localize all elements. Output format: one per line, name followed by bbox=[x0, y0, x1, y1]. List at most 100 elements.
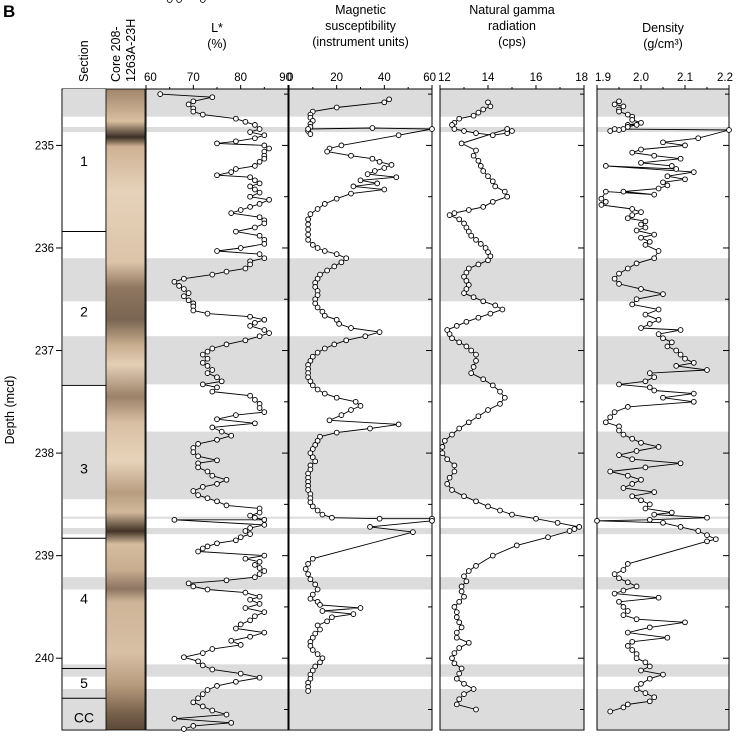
data-point bbox=[487, 310, 494, 317]
data-point bbox=[314, 206, 321, 212]
data-point bbox=[566, 528, 573, 534]
data-point bbox=[252, 319, 258, 326]
data-point bbox=[237, 534, 244, 541]
depth-axis-label: Depth (mcd) bbox=[3, 376, 17, 445]
data-point bbox=[458, 624, 465, 631]
data-point bbox=[598, 195, 605, 202]
data-point bbox=[624, 124, 631, 130]
data-point bbox=[607, 468, 614, 475]
data-point bbox=[485, 407, 491, 413]
data-point bbox=[307, 499, 314, 506]
data-point bbox=[477, 163, 484, 169]
data-point bbox=[633, 616, 640, 623]
data-point bbox=[324, 148, 330, 155]
series-line bbox=[596, 100, 730, 712]
data-point bbox=[247, 525, 253, 531]
data-point bbox=[309, 634, 316, 641]
data-point bbox=[439, 450, 446, 456]
data-point bbox=[461, 220, 467, 227]
data-point bbox=[256, 189, 263, 196]
data-point bbox=[333, 394, 340, 401]
core-column-header-line1: Core 208- bbox=[109, 26, 123, 82]
data-point bbox=[326, 417, 333, 424]
x-tick-label: 80 bbox=[234, 72, 247, 84]
data-point bbox=[677, 327, 684, 333]
data-point bbox=[690, 169, 697, 175]
data-point bbox=[223, 268, 230, 275]
data-point bbox=[497, 388, 503, 395]
data-point bbox=[473, 706, 479, 713]
data-point bbox=[305, 226, 311, 233]
data-point bbox=[611, 571, 618, 577]
data-point bbox=[352, 398, 359, 405]
data-point bbox=[620, 612, 627, 618]
data-point bbox=[633, 583, 640, 590]
data-point bbox=[624, 472, 631, 479]
shade-band bbox=[146, 431, 288, 500]
data-point bbox=[677, 524, 684, 530]
shade-band bbox=[289, 664, 432, 677]
data-point bbox=[480, 106, 487, 113]
data-point bbox=[247, 183, 253, 190]
data-point bbox=[252, 420, 258, 427]
section-column-header: Section bbox=[77, 40, 91, 82]
data-point bbox=[256, 509, 263, 516]
shade-band bbox=[146, 258, 288, 302]
data-point bbox=[256, 333, 263, 340]
data-point bbox=[655, 444, 662, 450]
data-point bbox=[485, 173, 491, 180]
data-point bbox=[642, 242, 649, 248]
data-point bbox=[475, 261, 482, 268]
data-point bbox=[190, 723, 197, 729]
data-point bbox=[312, 284, 319, 290]
data-point bbox=[199, 351, 206, 358]
depth-tick-label: 237 bbox=[35, 346, 54, 358]
data-point bbox=[646, 238, 653, 245]
data-point bbox=[319, 308, 326, 315]
panel-magsus: 0 20 40 60 Magnetic susceptibility (instrument… bbox=[287, 3, 436, 731]
data-point bbox=[664, 343, 671, 350]
data-point bbox=[624, 111, 631, 118]
data-point bbox=[319, 655, 326, 662]
data-point bbox=[307, 357, 314, 364]
data-point bbox=[261, 132, 268, 139]
data-point bbox=[209, 646, 216, 652]
data-point bbox=[247, 204, 253, 210]
data-point bbox=[638, 286, 644, 292]
data-point bbox=[456, 670, 463, 677]
data-point bbox=[655, 331, 662, 337]
data-point bbox=[393, 174, 400, 181]
data-point bbox=[256, 558, 263, 565]
data-point bbox=[611, 101, 618, 108]
data-point bbox=[190, 98, 197, 105]
data-point bbox=[305, 561, 311, 567]
data-point bbox=[473, 351, 479, 358]
data-point bbox=[633, 227, 640, 234]
data-point bbox=[309, 454, 316, 461]
data-point bbox=[642, 311, 649, 318]
data-point bbox=[461, 691, 467, 697]
data-point bbox=[364, 171, 371, 177]
data-point bbox=[629, 493, 636, 500]
data-point bbox=[456, 115, 463, 122]
data-point bbox=[458, 140, 465, 147]
data-point bbox=[195, 695, 201, 702]
data-point bbox=[395, 132, 402, 139]
data-point bbox=[362, 333, 369, 340]
data-point bbox=[473, 498, 479, 505]
data-point bbox=[458, 588, 465, 595]
data-point bbox=[633, 686, 640, 692]
data-point bbox=[642, 218, 649, 225]
data-point bbox=[261, 142, 268, 149]
data-point bbox=[256, 126, 263, 132]
data-point bbox=[214, 683, 220, 689]
data-point bbox=[465, 639, 472, 646]
data-point bbox=[602, 163, 609, 169]
data-point bbox=[247, 313, 253, 320]
data-point bbox=[660, 671, 666, 678]
data-point bbox=[214, 540, 220, 547]
data-point bbox=[312, 663, 319, 670]
data-point bbox=[695, 528, 702, 534]
data-point bbox=[463, 578, 470, 585]
data-point bbox=[209, 707, 216, 714]
